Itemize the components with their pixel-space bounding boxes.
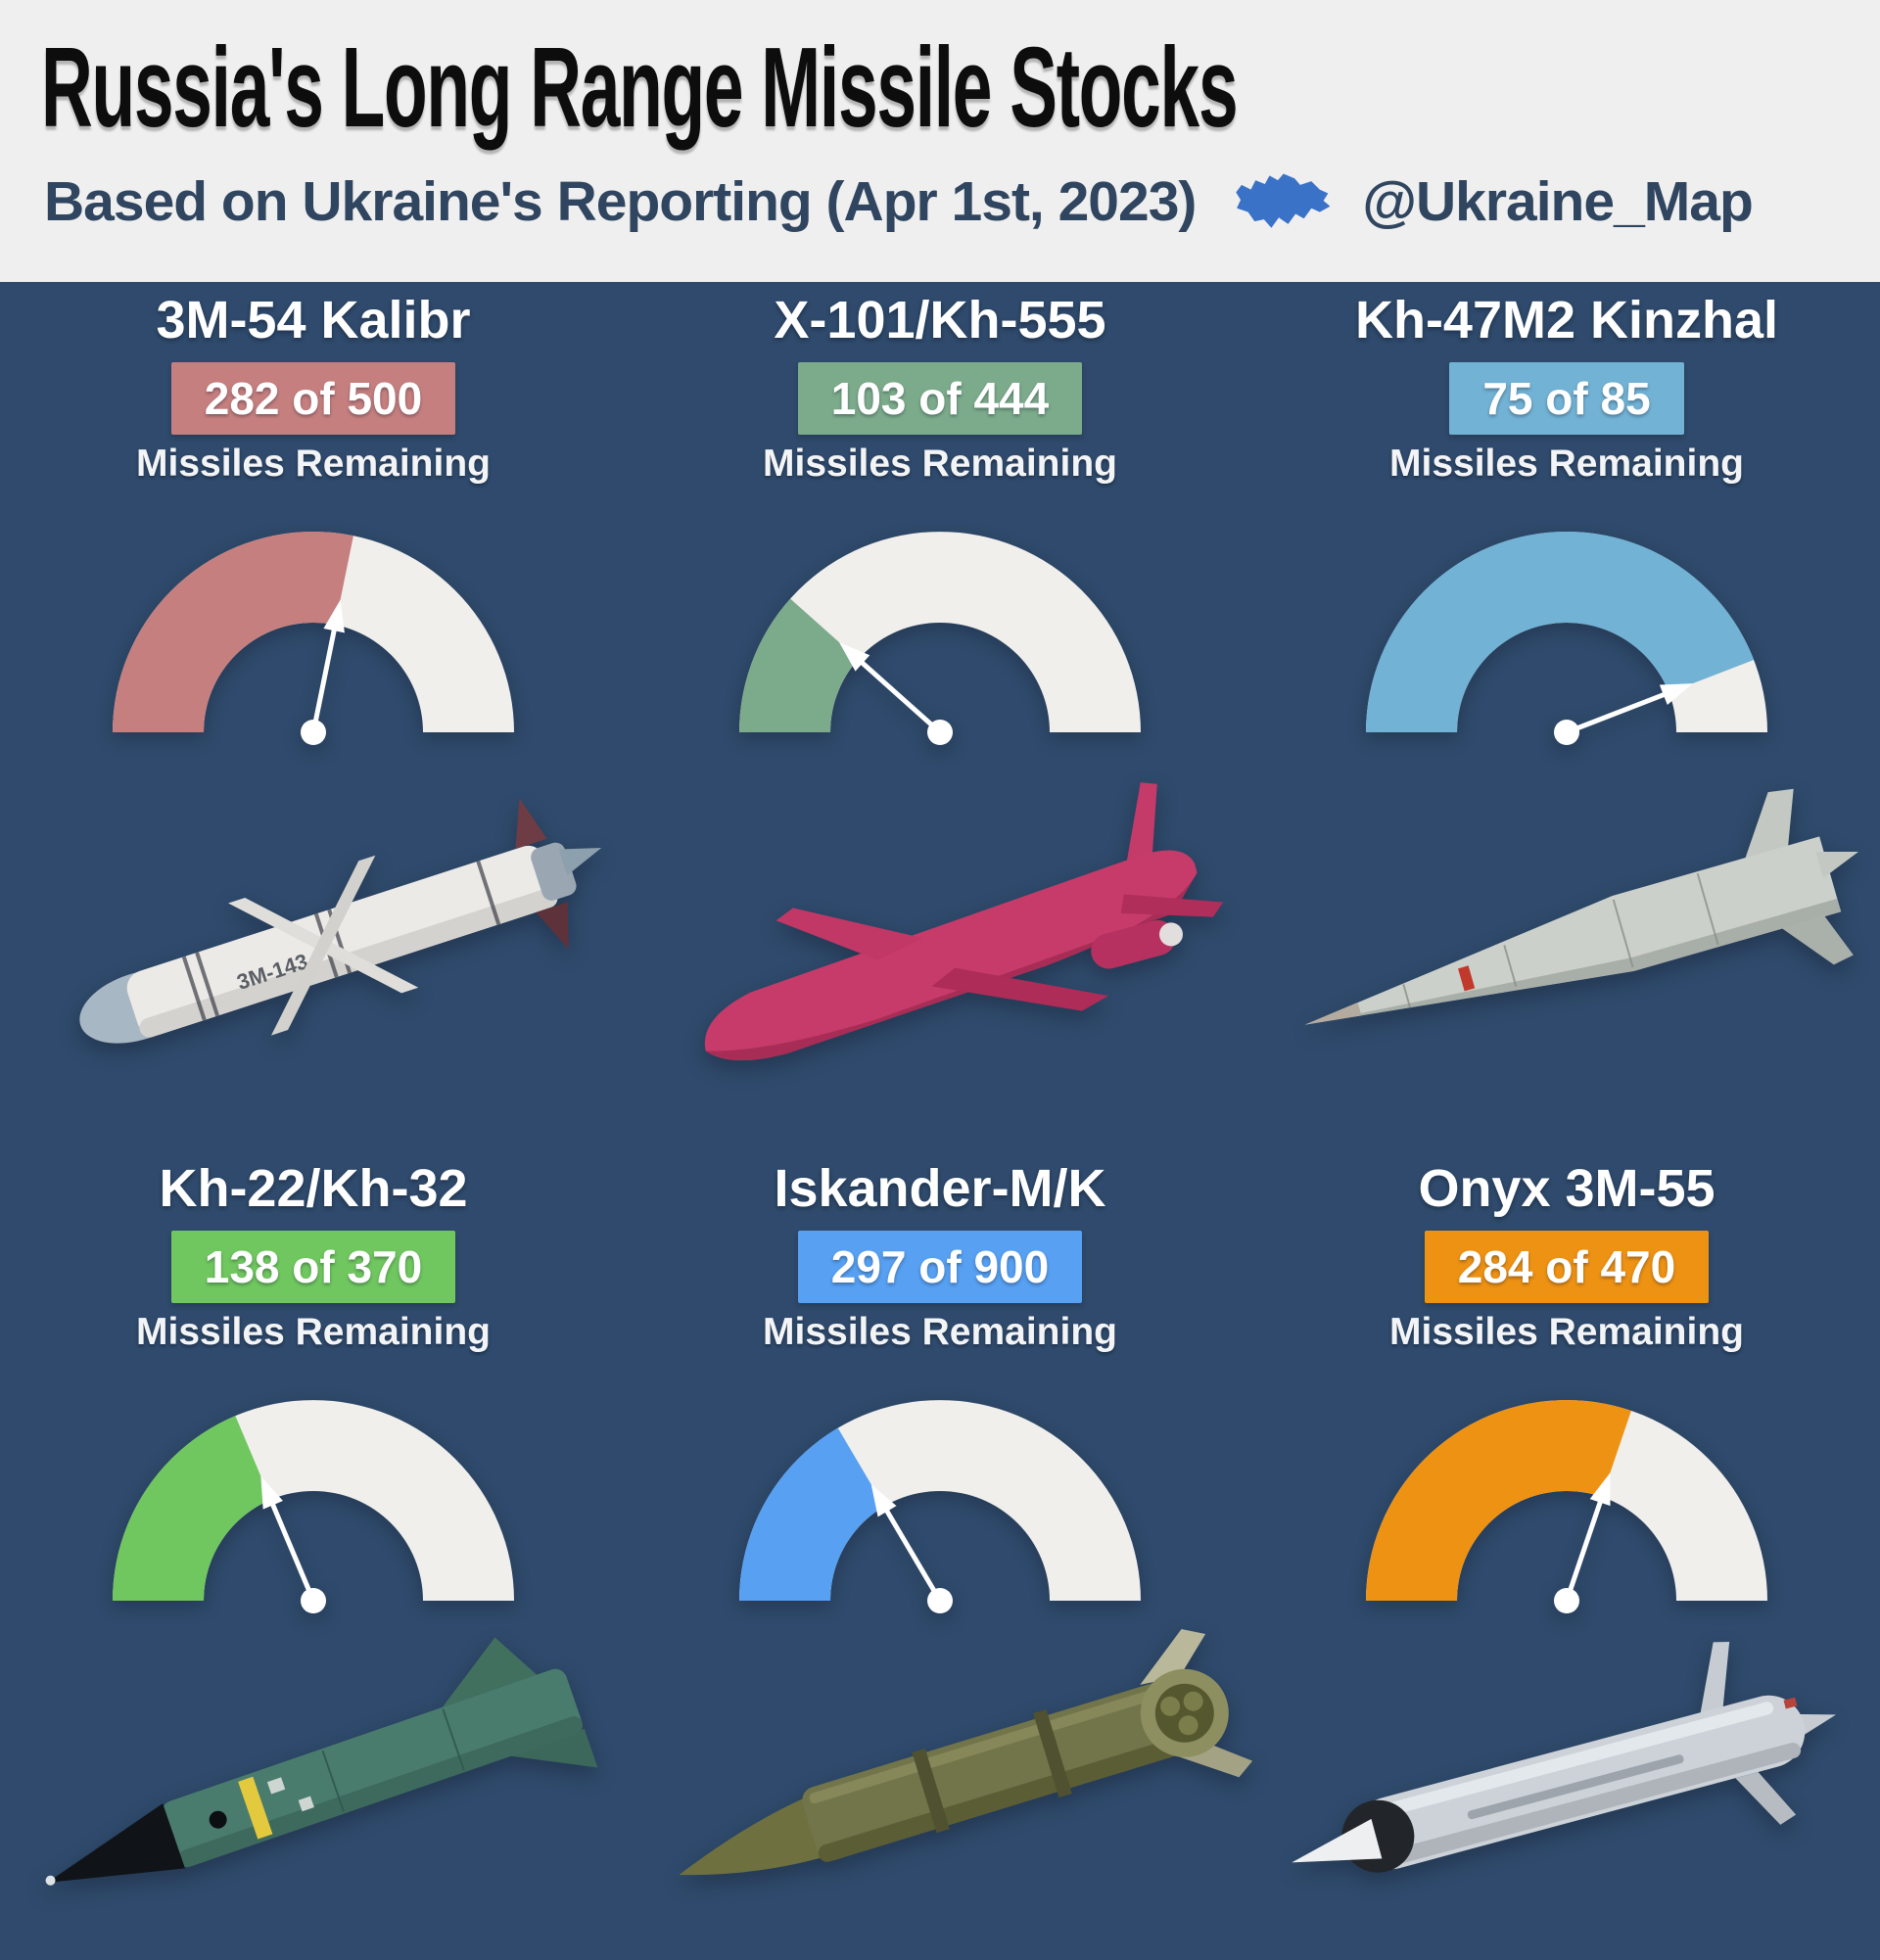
panel-kinzhal: Kh-47M2 Kinzhal 75 of 85 Missiles Remain… xyxy=(1253,290,1880,1136)
stock-badge: 103 of 444 xyxy=(797,362,1083,435)
panel-iskander: Iskander-M/K 297 of 900 Missiles Remaini… xyxy=(627,1158,1253,1945)
missiles-remaining-label: Missiles Remaining xyxy=(1389,1311,1744,1353)
gauge-needle xyxy=(884,1509,943,1604)
missile-name: Kh-22/Kh-32 xyxy=(159,1159,468,1218)
panel-onyx: Onyx 3M-55 284 of 470 Missiles Remaining xyxy=(1253,1158,1880,1945)
gauge-fill xyxy=(739,598,859,732)
missiles-remaining-label: Missiles Remaining xyxy=(136,443,491,485)
kinzhal-missile-image xyxy=(1304,788,1858,1025)
gauge-needle xyxy=(270,1502,316,1604)
missile-name: X-101/Kh-555 xyxy=(774,291,1106,350)
missiles-remaining-label: Missiles Remaining xyxy=(136,1311,491,1353)
gauge-fill xyxy=(1366,1400,1631,1601)
gauge-needle-arrowhead xyxy=(1589,1472,1611,1507)
gauge-fill xyxy=(739,1427,884,1601)
gauge-chart-onyx xyxy=(1366,1400,1767,1613)
panel-kh22: Kh-22/Kh-32 138 of 370 Missiles Remainin… xyxy=(0,1158,627,1945)
missile-name: Iskander-M/K xyxy=(774,1159,1106,1218)
gauge-needle-arrowhead xyxy=(1659,683,1693,705)
page-title: Russia's Long Range Missile Stocks xyxy=(41,23,1239,151)
missiles-remaining-label: Missiles Remaining xyxy=(1389,443,1744,485)
gauge-needle xyxy=(310,628,337,735)
gauge-fill xyxy=(1366,532,1755,732)
gauge-chart-iskander xyxy=(739,1400,1141,1613)
iskander-missile-image xyxy=(679,1629,1253,1876)
gauge-needle xyxy=(1564,692,1667,735)
gauge-needle-arrowhead xyxy=(260,1475,283,1510)
subtitle: Based on Ukraine's Reporting (Apr 1st, 2… xyxy=(44,170,1197,233)
kh22-missile-image xyxy=(45,1637,598,1886)
stock-badge: 75 of 85 xyxy=(1449,362,1684,435)
stock-badge: 138 of 370 xyxy=(170,1231,456,1303)
gauge-pivot-dot xyxy=(927,720,953,745)
ukraine-map-icon xyxy=(1236,173,1331,228)
gauge-needle-arrowhead xyxy=(323,599,345,633)
panel-x101: X-101/Kh-555 103 of 444 Missiles Remaini… xyxy=(627,290,1253,1136)
x101-missile-image xyxy=(704,782,1224,1061)
kalibr-missile-image: 3M-143 xyxy=(79,798,602,1044)
gauge-needle-arrowhead xyxy=(839,642,870,672)
gauge-needle-arrowhead xyxy=(870,1484,897,1517)
missiles-remaining-label: Missiles Remaining xyxy=(763,1311,1117,1353)
panel-3m54-kalibr: 3M-54 Kalibr 282 of 500 Missiles Remaini… xyxy=(0,290,627,1136)
stock-badge: 297 of 900 xyxy=(797,1231,1083,1303)
stock-badge: 284 of 470 xyxy=(1424,1231,1710,1303)
onyx-missile-image xyxy=(1292,1642,1837,1873)
stock-badge: 282 of 500 xyxy=(170,362,456,435)
missile-name: Onyx 3M-55 xyxy=(1418,1159,1716,1218)
gauge-fill xyxy=(113,532,353,732)
gauge-pivot-dot xyxy=(927,1588,953,1613)
missile-name: Kh-47M2 Kinzhal xyxy=(1354,291,1779,350)
gauge-pivot-dot xyxy=(1554,720,1579,745)
missiles-remaining-label: Missiles Remaining xyxy=(763,443,1117,485)
gauge-chart-kh22 xyxy=(113,1400,514,1613)
header: Russia's Long Range Missile Stocks Based… xyxy=(0,0,1880,282)
missile-name: 3M-54 Kalibr xyxy=(156,291,471,350)
gauge-pivot-dot xyxy=(301,720,326,745)
gauge-needle xyxy=(860,660,943,735)
subtitle-row: Based on Ukraine's Reporting (Apr 1st, 2… xyxy=(44,164,1754,239)
gauge-chart-x101 xyxy=(739,532,1141,745)
gauge-pivot-dot xyxy=(1554,1588,1579,1613)
gauge-chart-kalibr xyxy=(113,532,514,745)
gauge-fill xyxy=(113,1416,271,1601)
twitter-handle: @Ukraine_Map xyxy=(1362,170,1753,233)
gauge-needle xyxy=(1564,1500,1603,1604)
gauge-chart-kinzhal xyxy=(1366,532,1767,745)
gauge-pivot-dot xyxy=(301,1588,326,1613)
